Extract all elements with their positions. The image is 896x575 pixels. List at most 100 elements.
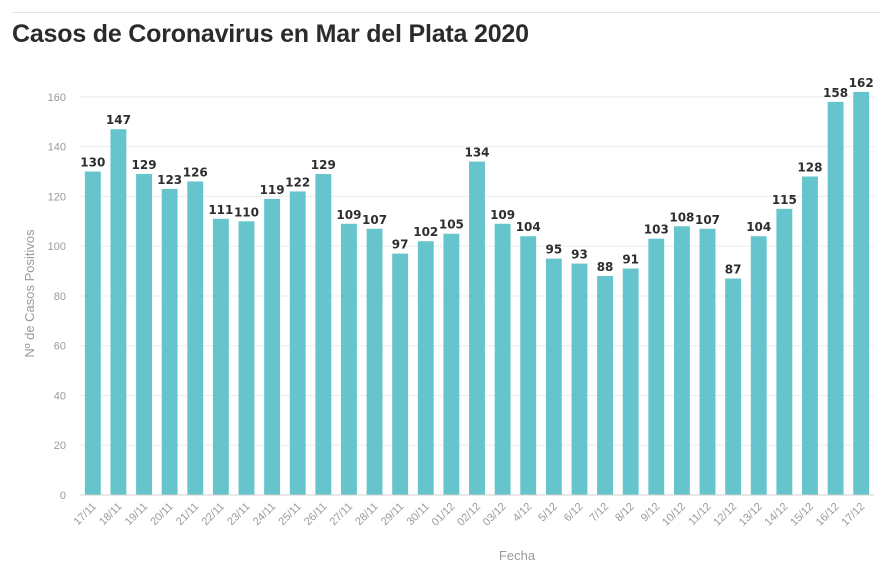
bar[interactable]: [392, 253, 409, 495]
data-label: 109: [336, 208, 361, 222]
x-tick-label: 23/11: [225, 501, 252, 528]
data-label: 95: [545, 243, 562, 257]
bar[interactable]: [802, 176, 818, 495]
bar[interactable]: [827, 101, 844, 495]
x-axis-ticks: 17/1118/1119/1120/1121/1122/1123/1124/11…: [72, 501, 868, 529]
bar[interactable]: [417, 241, 434, 495]
bar[interactable]: [648, 238, 665, 495]
bar[interactable]: [571, 263, 588, 495]
bar[interactable]: [315, 174, 332, 496]
data-label: 102: [413, 225, 438, 239]
data-label: 126: [183, 165, 208, 179]
x-tick-label: 9/12: [639, 501, 663, 525]
bar[interactable]: [853, 91, 870, 495]
x-tick-label: 22/11: [200, 501, 227, 528]
x-tick-label: 02/12: [455, 501, 483, 529]
data-label: 87: [725, 263, 742, 277]
bar[interactable]: [520, 236, 537, 496]
x-tick-label: 30/11: [405, 501, 432, 528]
data-label: 130: [80, 156, 105, 170]
data-label: 91: [622, 253, 639, 267]
bar[interactable]: [84, 171, 101, 495]
data-label: 122: [285, 175, 310, 189]
data-label: 104: [516, 220, 541, 234]
bar[interactable]: [673, 226, 690, 496]
bar[interactable]: [725, 278, 742, 495]
data-label: 162: [849, 76, 874, 90]
data-label: 109: [490, 208, 515, 222]
y-tick-label: 100: [48, 241, 66, 253]
bar[interactable]: [187, 181, 204, 495]
data-label: 129: [132, 158, 157, 172]
data-label: 123: [157, 173, 182, 187]
bar[interactable]: [545, 258, 562, 495]
x-tick-label: 13/12: [737, 501, 765, 529]
x-tick-label: 8/12: [613, 501, 637, 525]
y-tick-label: 140: [48, 142, 66, 154]
x-tick-label: 28/11: [353, 501, 380, 528]
bar[interactable]: [597, 276, 614, 495]
chart-title: Casos de Coronavirus en Mar del Plata 20…: [12, 20, 529, 48]
x-tick-label: 16/12: [814, 501, 842, 529]
data-label: 119: [260, 183, 285, 197]
bar[interactable]: [212, 218, 229, 495]
y-tick-label: 80: [54, 291, 66, 303]
data-label: 107: [695, 213, 720, 227]
y-tick-label: 160: [48, 92, 66, 104]
data-label: 129: [311, 158, 336, 172]
x-tick-label: 7/12: [588, 501, 612, 525]
x-tick-label: 25/11: [276, 501, 303, 528]
x-tick-label: 4/12: [511, 501, 535, 525]
y-axis-ticks: 0 20 40 60 80 100 120 140 160: [48, 92, 66, 502]
y-tick-label: 120: [48, 191, 66, 203]
bar[interactable]: [289, 191, 306, 495]
bar[interactable]: [136, 174, 152, 496]
y-tick-label: 60: [54, 341, 66, 353]
x-tick-label: 21/11: [174, 501, 201, 528]
data-label: 128: [797, 161, 822, 175]
x-tick-label: 01/12: [430, 501, 458, 529]
x-tick-label: 19/11: [123, 501, 150, 528]
data-label: 103: [644, 223, 669, 237]
x-tick-label: 17/12: [839, 501, 867, 529]
x-tick-label: 26/11: [302, 501, 329, 528]
x-tick-label: 29/11: [379, 501, 406, 528]
x-tick-label: 27/11: [328, 501, 355, 528]
bars: [84, 91, 870, 496]
y-tick-label: 20: [54, 440, 66, 452]
x-tick-label: 5/12: [536, 501, 560, 525]
bar[interactable]: [264, 198, 281, 495]
y-axis-title: Nº de Casos Positivos: [22, 229, 37, 358]
y-tick-label: 40: [54, 390, 66, 402]
bar[interactable]: [110, 129, 127, 495]
x-tick-label: 10/12: [660, 501, 688, 529]
x-tick-label: 12/12: [711, 501, 739, 529]
bar[interactable]: [699, 228, 716, 495]
x-tick-label: 15/12: [788, 501, 816, 529]
bar[interactable]: [469, 161, 485, 495]
data-label: 158: [823, 86, 848, 100]
x-tick-label: 20/11: [148, 501, 175, 528]
bar[interactable]: [776, 208, 793, 495]
data-label: 107: [362, 213, 387, 227]
x-tick-label: 03/12: [481, 501, 509, 529]
bar[interactable]: [443, 233, 460, 495]
bar[interactable]: [750, 236, 767, 496]
x-tick-label: 14/12: [763, 501, 791, 529]
x-tick-label: 18/11: [97, 501, 124, 528]
x-tick-label: 24/11: [251, 501, 278, 528]
data-label: 93: [571, 248, 588, 262]
x-axis-title: Fecha: [499, 548, 536, 563]
data-label: 134: [464, 146, 489, 160]
bar[interactable]: [340, 223, 357, 495]
bar[interactable]: [238, 221, 255, 495]
data-label: 111: [208, 203, 233, 217]
bar[interactable]: [622, 268, 639, 495]
data-label: 105: [439, 218, 464, 232]
x-tick-label: 17/11: [72, 501, 99, 528]
bar[interactable]: [366, 228, 383, 495]
bar[interactable]: [161, 188, 178, 495]
data-label: 104: [746, 220, 771, 234]
bar[interactable]: [494, 223, 511, 495]
